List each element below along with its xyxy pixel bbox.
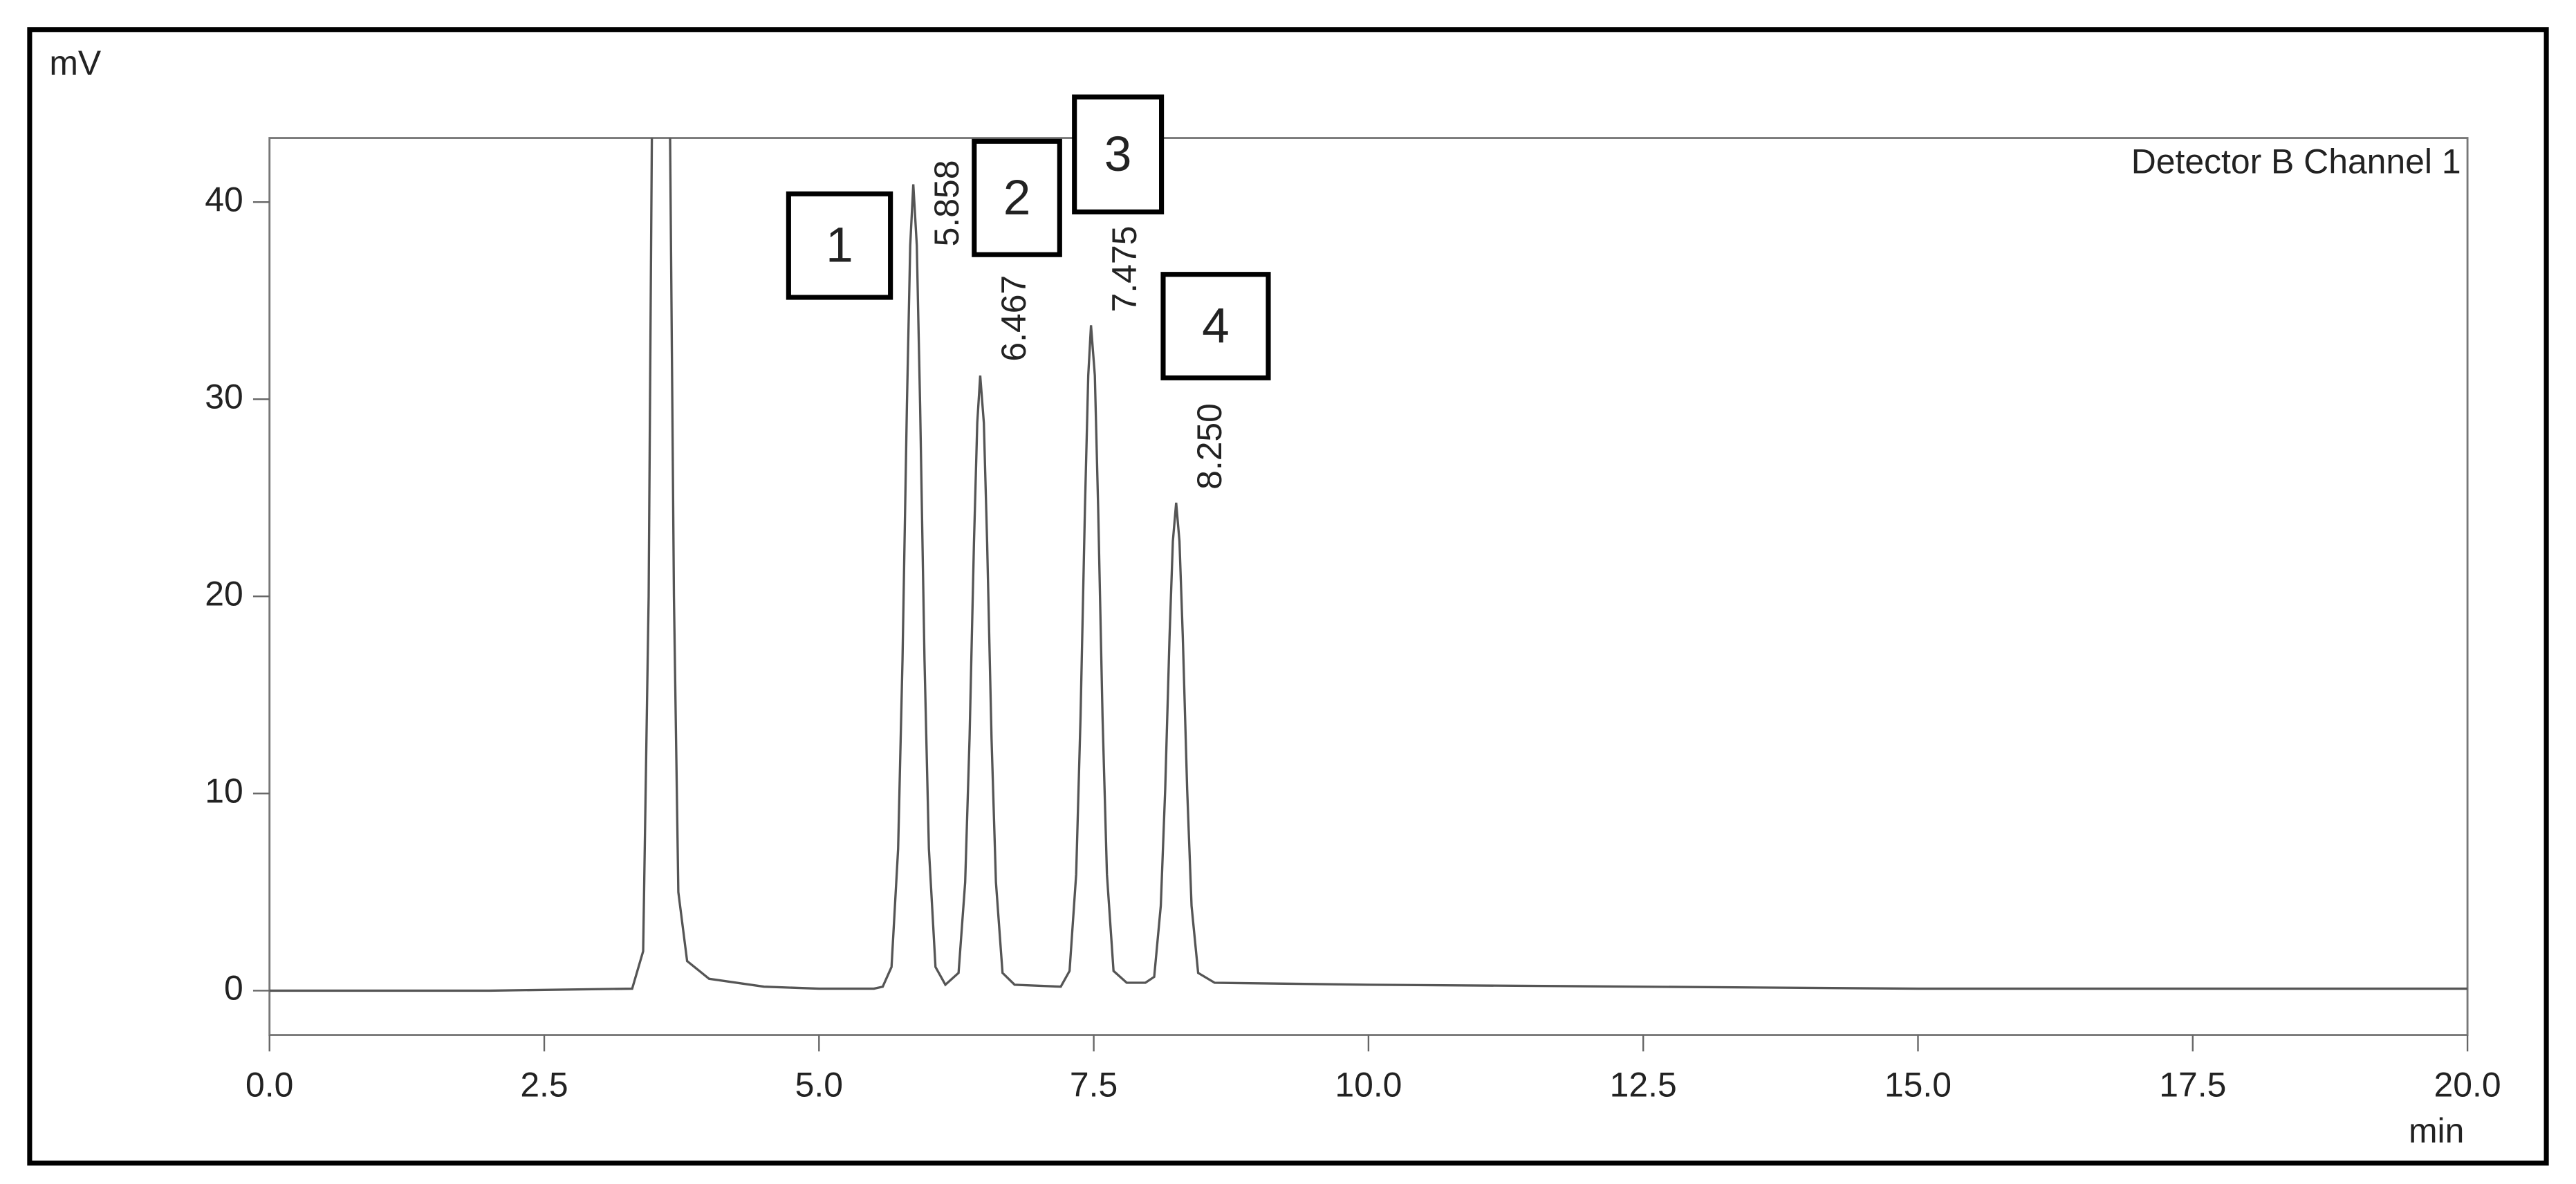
x-tick-label: 10.0 — [1335, 1066, 1402, 1104]
y-tick-label: 10 — [205, 772, 243, 811]
y-tick-label: 20 — [205, 574, 243, 613]
peak-number: 3 — [1104, 127, 1132, 182]
y-tick-label: 40 — [205, 180, 243, 219]
peak-number: 2 — [1003, 170, 1031, 225]
peak-number: 1 — [826, 218, 853, 273]
peak-box — [1160, 272, 1271, 380]
peak-number: 4 — [1202, 298, 1230, 353]
peak-box — [786, 191, 893, 300]
x-tick-label: 7.5 — [1070, 1066, 1118, 1104]
x-tick-label: 2.5 — [520, 1066, 568, 1104]
trace — [269, 138, 2468, 992]
retention-time: 8.250 — [1190, 403, 1229, 490]
y-tick-label: 0 — [224, 969, 243, 1008]
x-tick-label: 12.5 — [1610, 1066, 1677, 1104]
y-tick-label: 30 — [205, 377, 243, 416]
x-unit: min — [2409, 1111, 2464, 1150]
x-tick-label: 0.0 — [245, 1066, 293, 1104]
x-tick-label: 5.0 — [795, 1066, 843, 1104]
frame — [27, 27, 2549, 1166]
x-tick-label: 15.0 — [1884, 1066, 1952, 1104]
retention-time: 6.467 — [994, 275, 1033, 362]
peak-box — [1072, 94, 1165, 214]
retention-time: 7.475 — [1105, 226, 1144, 313]
retention-time: 5.858 — [927, 160, 966, 247]
x-tick-label: 20.0 — [2434, 1066, 2501, 1104]
legend: Detector B Channel 1 — [2131, 142, 2461, 181]
y-unit: mV — [49, 44, 102, 82]
x-tick-label: 17.5 — [2159, 1066, 2226, 1104]
peak-box — [972, 138, 1062, 257]
